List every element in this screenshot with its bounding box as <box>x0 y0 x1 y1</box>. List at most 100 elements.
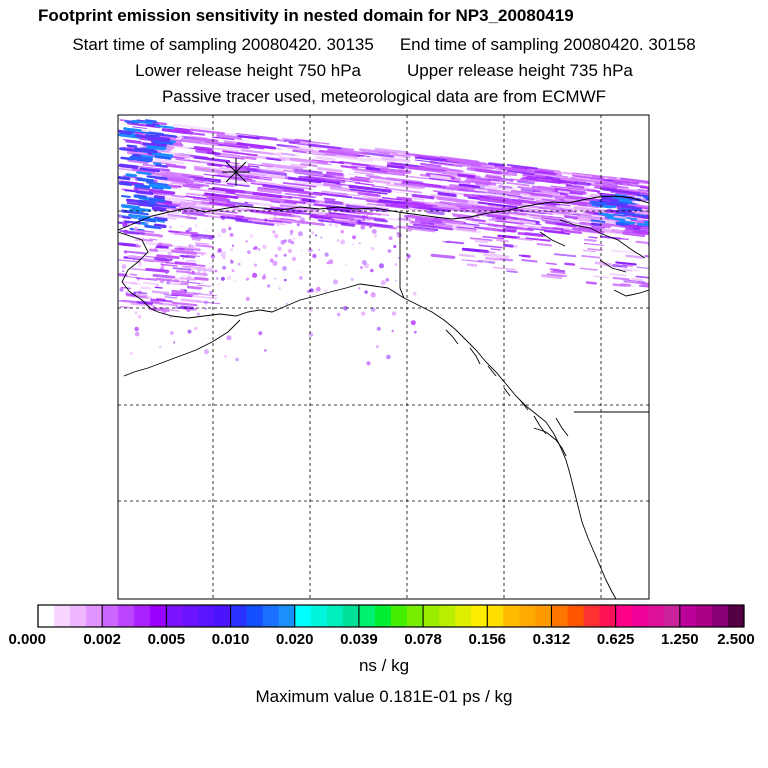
plume-streak <box>442 184 455 188</box>
plume-streak <box>390 202 430 210</box>
plume-streak <box>545 175 561 181</box>
plume-dot <box>264 218 268 222</box>
plume-streak <box>507 229 517 233</box>
plume-streak <box>307 143 342 150</box>
plume-core <box>636 222 649 227</box>
plume-streak <box>448 240 465 244</box>
plume-streak <box>594 182 618 187</box>
plume-streak <box>235 195 274 202</box>
plume-streak <box>309 214 332 220</box>
plume-streak <box>445 241 464 245</box>
plume-core <box>590 222 602 227</box>
plume-streak <box>412 223 454 231</box>
plume-streak <box>368 179 391 185</box>
plume-dot <box>254 246 258 250</box>
plume-dot <box>356 219 362 225</box>
plume-dot <box>180 224 184 228</box>
plume-streak <box>234 189 271 197</box>
plume-dot <box>274 214 276 217</box>
plume-dot <box>237 262 241 266</box>
plume-dot <box>413 330 417 334</box>
plume-streak <box>279 195 293 199</box>
plume-streak <box>617 187 649 194</box>
plume-streak <box>180 281 201 284</box>
plume-streak <box>132 168 155 174</box>
plume-streak <box>230 206 247 211</box>
plume-streak <box>208 201 236 208</box>
plume-streak <box>647 243 649 246</box>
plume-dot <box>247 250 251 254</box>
plume-dot <box>137 314 142 319</box>
plume-dot <box>277 246 282 251</box>
plume-streak <box>201 142 219 147</box>
plume-dot <box>399 241 402 244</box>
plume-streak <box>402 180 442 187</box>
plume-streak <box>636 191 649 195</box>
plume-streak <box>594 261 612 266</box>
plume-streak <box>553 171 593 178</box>
gulf-of-alaska-coast <box>387 287 617 599</box>
plume-streak <box>484 174 502 180</box>
plume-dot <box>329 223 332 227</box>
plume-streak <box>355 221 394 228</box>
plume-streak <box>471 205 493 210</box>
plume-streak <box>505 218 536 225</box>
plume-streak <box>211 136 235 141</box>
plume-streak <box>149 238 158 241</box>
plume-streak <box>256 188 282 194</box>
plume-core <box>125 173 137 178</box>
plume-streak <box>174 153 190 159</box>
plume-streak <box>616 188 648 194</box>
plume-streak <box>210 163 230 167</box>
plume-streak <box>480 250 496 254</box>
plume-streak <box>456 205 491 212</box>
plume-dot <box>228 227 232 231</box>
plume-core <box>645 198 649 201</box>
plume-streak <box>205 211 236 218</box>
plume-dot <box>369 221 375 227</box>
plume-streak <box>620 177 649 184</box>
plume-dot <box>312 218 317 222</box>
plume-dot <box>370 307 376 312</box>
plume-streak <box>584 238 597 242</box>
plume-dot <box>253 263 257 267</box>
plume-streak <box>196 147 210 152</box>
plume-streak <box>544 221 577 228</box>
plume-dot <box>118 214 122 218</box>
plume-streak <box>502 171 518 177</box>
plume-dot <box>209 290 213 295</box>
plume-dot <box>343 306 348 311</box>
plume-dot <box>167 251 172 257</box>
plume-streak <box>393 182 426 189</box>
plume-streak <box>126 293 136 297</box>
plume-core <box>616 223 625 226</box>
plume-dot <box>218 283 220 286</box>
plume-streak <box>208 141 225 145</box>
plume-streak <box>534 170 557 177</box>
plume-streak <box>154 286 163 289</box>
plume-streak <box>163 294 178 297</box>
plume-streak <box>613 179 640 185</box>
plume-streak <box>583 242 604 246</box>
plume-dot <box>198 292 201 294</box>
plume-streak <box>554 187 587 195</box>
plume-dot <box>323 288 328 293</box>
plume-dot <box>285 302 289 305</box>
plume-dot <box>261 275 266 280</box>
sensitivity-plume <box>118 119 649 366</box>
plume-streak <box>578 226 602 231</box>
plume-core <box>132 153 142 158</box>
plume-streak <box>156 245 169 249</box>
plume-streak <box>344 213 386 222</box>
plume-streak <box>380 167 409 174</box>
plume-dot <box>370 268 374 273</box>
plume-streak <box>316 162 332 166</box>
plume-dot <box>385 278 390 282</box>
plume-streak <box>466 263 478 267</box>
plume-streak <box>407 225 439 232</box>
plume-streak <box>340 222 356 227</box>
plume-streak <box>328 211 346 217</box>
plume-dot <box>309 288 314 293</box>
plume-streak <box>592 275 610 279</box>
plume-streak <box>474 239 489 244</box>
